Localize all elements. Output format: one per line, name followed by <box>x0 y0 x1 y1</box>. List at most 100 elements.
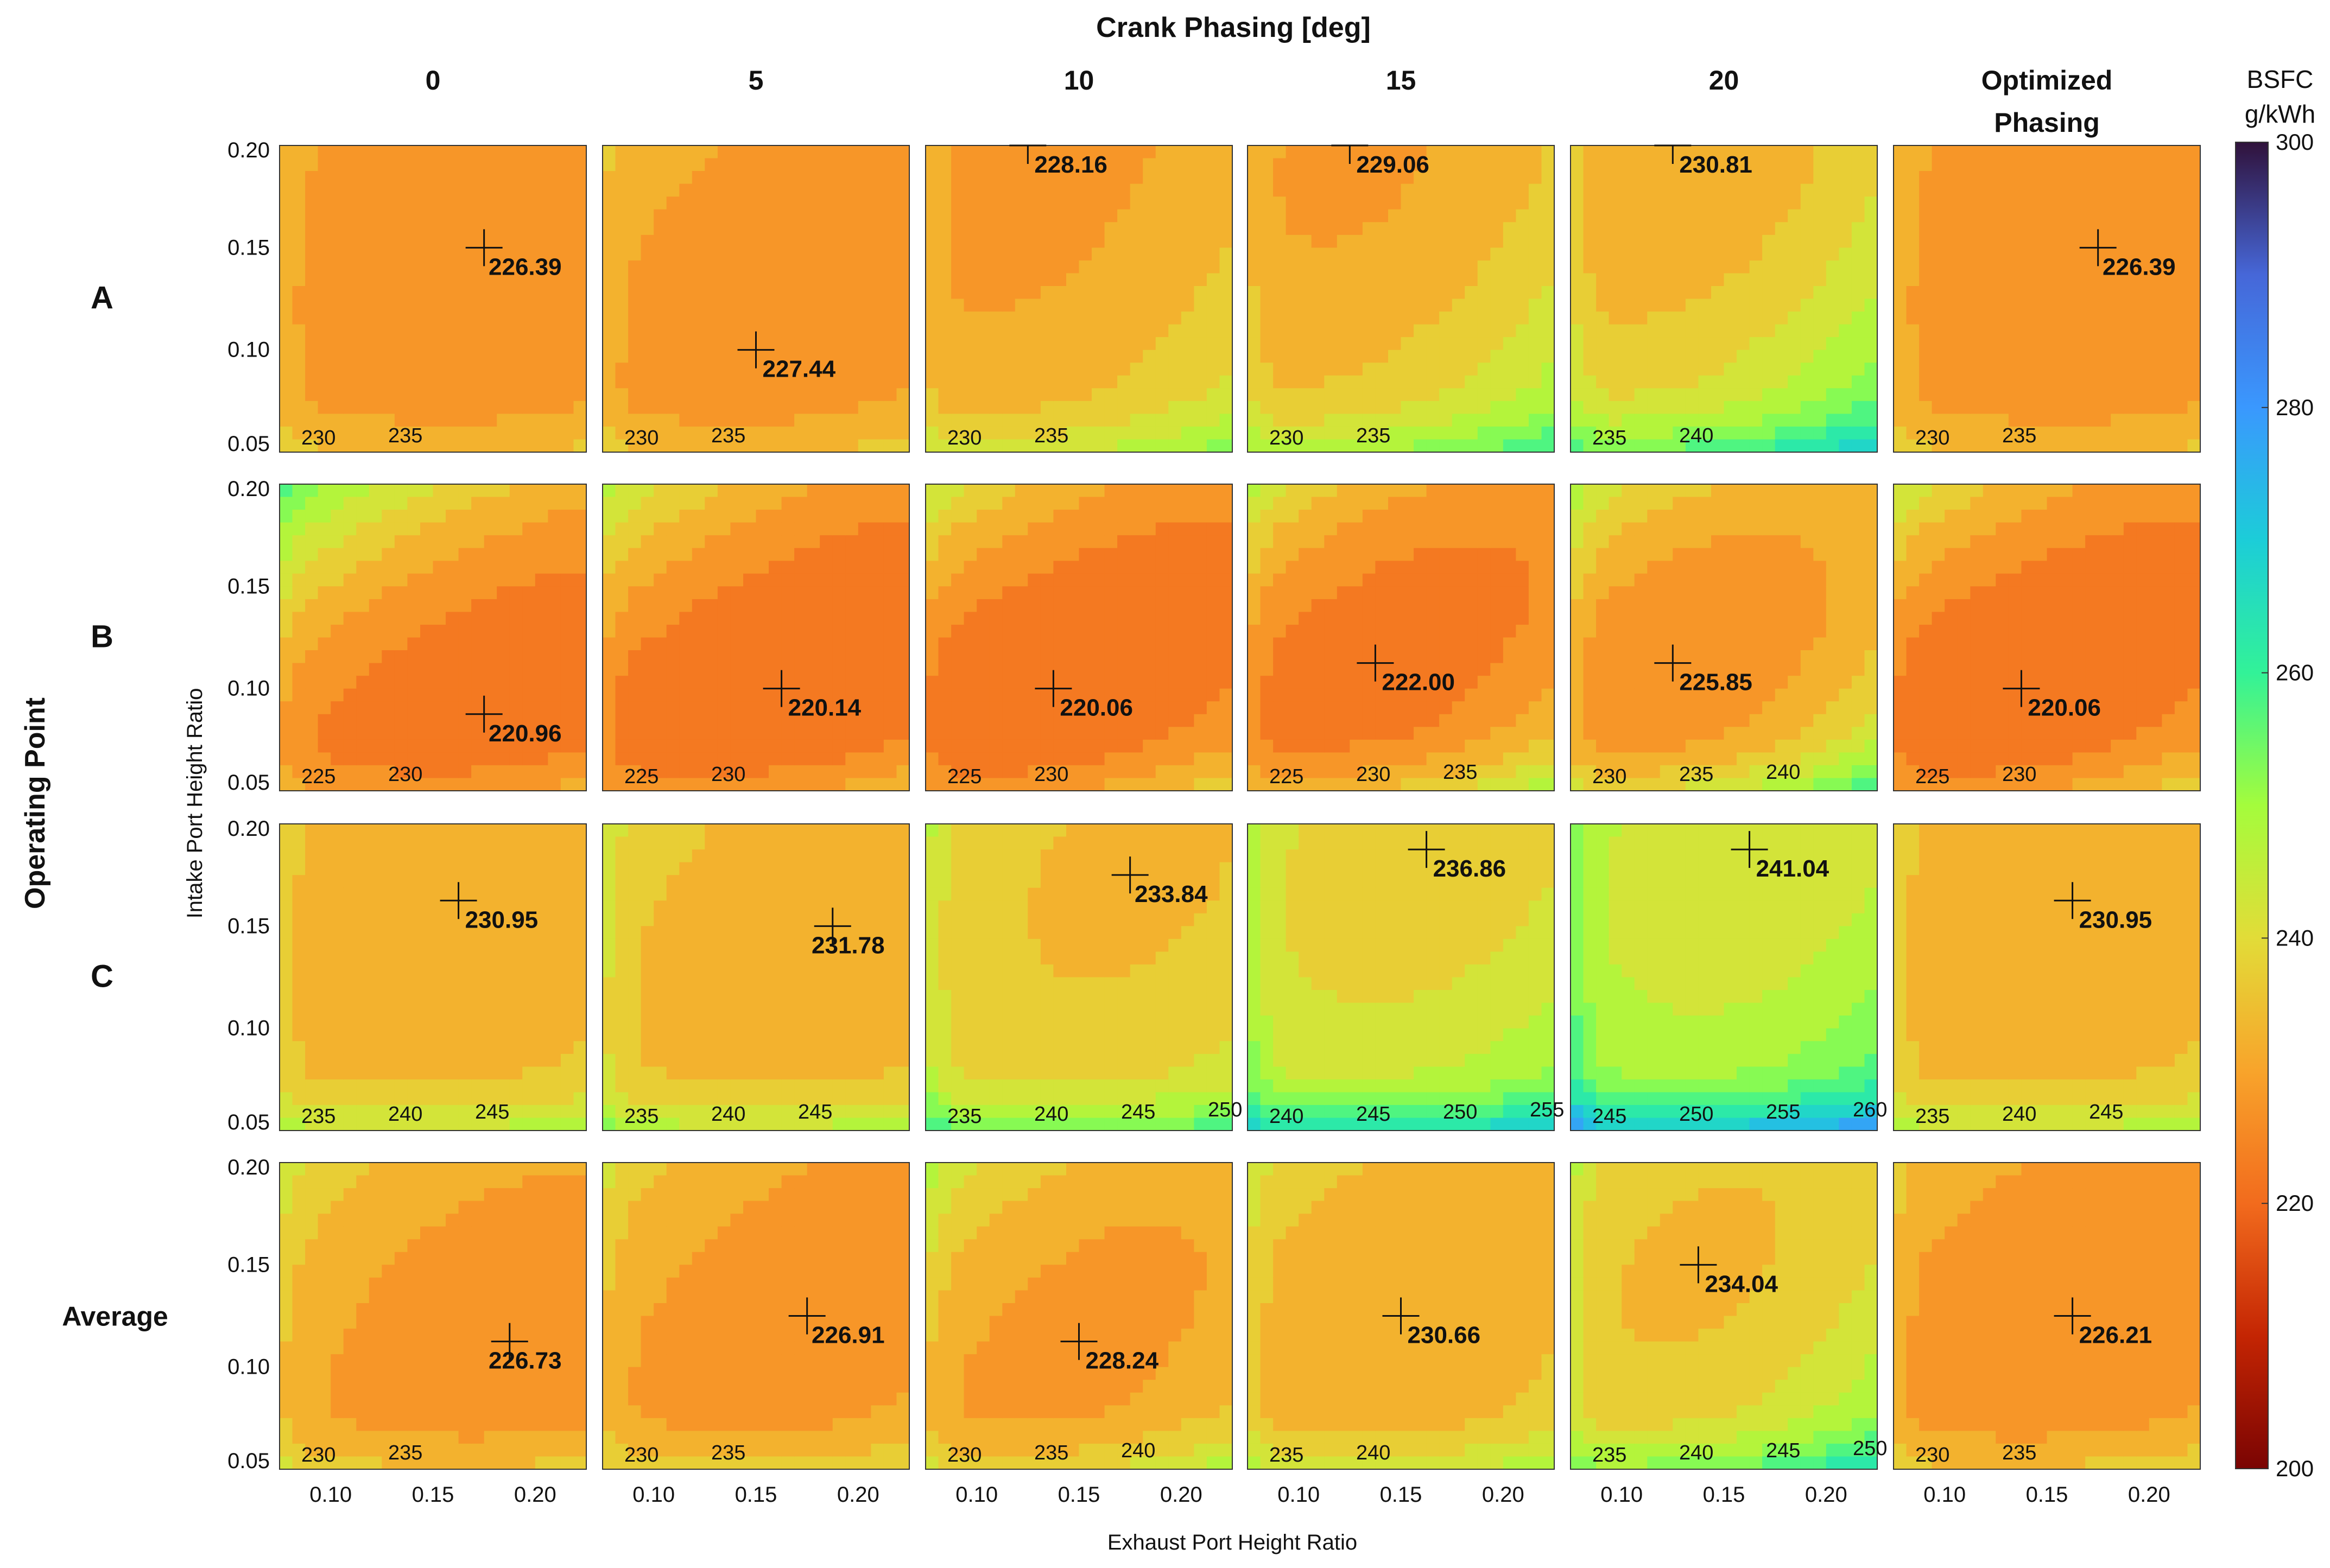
contour-cell <box>1609 363 1622 376</box>
contour-cell <box>1596 414 1610 427</box>
contour-cell <box>1273 286 1287 300</box>
contour-cell <box>1324 183 1338 197</box>
contour-cell <box>1053 426 1067 440</box>
contour-cell <box>2123 350 2137 363</box>
contour-cell <box>394 625 408 638</box>
contour-cell <box>603 145 616 159</box>
contour-cell <box>1414 247 1427 261</box>
contour-cell <box>407 145 421 159</box>
contour-cell <box>420 414 434 427</box>
contour-cell <box>1375 145 1389 159</box>
contour-cell <box>1762 286 1776 300</box>
contour-cell <box>560 739 574 753</box>
contour-cell <box>883 401 897 414</box>
contour-cell <box>641 522 654 536</box>
contour-cell <box>1414 158 1427 172</box>
contour-cell <box>654 260 667 274</box>
contour-cell <box>509 158 523 172</box>
contour-cell <box>666 324 680 338</box>
contour-cell <box>433 714 446 727</box>
contour-cell <box>1362 158 1376 172</box>
contour-cell <box>1155 260 1169 274</box>
contour-cell <box>446 586 459 600</box>
contour-cell <box>535 612 548 625</box>
contour-cell <box>1839 158 1852 172</box>
contour-cell <box>318 561 331 574</box>
contour-cell <box>717 286 731 300</box>
contour-cell <box>1362 426 1376 440</box>
contour-cell <box>1155 286 1169 300</box>
contour-cell <box>420 234 434 248</box>
contour-cell <box>717 497 731 510</box>
contour-cell <box>1311 209 1325 223</box>
contour-cell <box>1219 222 1233 236</box>
contour-label: 235 <box>388 424 422 447</box>
contour-cell <box>1571 196 1584 210</box>
contour-cell <box>305 260 319 274</box>
contour-cell <box>407 727 421 740</box>
contour-cell <box>743 548 757 561</box>
contour-cell <box>692 752 705 766</box>
contour-cell <box>807 439 820 453</box>
contour-cell <box>1906 222 1920 236</box>
contour-cell <box>573 324 587 338</box>
contour-cell <box>666 312 680 325</box>
contour-cell <box>1932 388 1945 402</box>
contour-cell <box>1864 171 1878 185</box>
contour-cell <box>820 573 833 587</box>
contour-cell <box>458 273 472 287</box>
contour-cell <box>369 701 382 715</box>
contour-cell <box>1311 299 1325 312</box>
contour-cell <box>756 171 769 185</box>
contour-cell <box>807 637 820 651</box>
contour-cell <box>1066 145 1080 159</box>
y-tick-label: 0.20 <box>227 477 270 501</box>
contour-cell <box>654 573 667 587</box>
contour-cell <box>1839 247 1852 261</box>
contour-cell <box>318 171 331 185</box>
contour-cell <box>938 522 952 536</box>
contour-cell <box>769 688 782 702</box>
contour-cell <box>484 497 497 510</box>
contour-cell <box>820 484 833 498</box>
contour-cell <box>1864 401 1878 414</box>
contour-cell <box>2136 414 2150 427</box>
contour-cell <box>1452 426 1465 440</box>
contour-cell <box>2021 388 2035 402</box>
contour-cell <box>1388 145 1402 159</box>
contour-cell <box>484 484 497 498</box>
contour-cell <box>2085 209 2099 223</box>
contour-cell <box>1066 484 1080 498</box>
contour-cell <box>1660 363 1673 376</box>
contour-cell <box>369 497 382 510</box>
contour-cell <box>446 701 459 715</box>
contour-cell <box>2008 337 2022 351</box>
contour-cell <box>420 739 434 753</box>
contour-cell <box>318 676 331 689</box>
contour-cell <box>845 158 859 172</box>
contour-cell <box>2174 375 2188 389</box>
contour-cell <box>743 247 757 261</box>
contour-cell <box>1028 650 1041 664</box>
contour-cell <box>2072 363 2086 376</box>
contour-cell <box>2149 439 2162 453</box>
contour-cell <box>1622 337 1635 351</box>
contour-cell <box>1206 171 1220 185</box>
contour-cell <box>318 612 331 625</box>
contour-cell <box>1002 439 1016 453</box>
contour-cell <box>896 375 910 389</box>
contour-cell <box>1583 260 1597 274</box>
contour-cell <box>1375 414 1389 427</box>
contour-cell <box>743 337 757 351</box>
contour-cell <box>628 510 642 523</box>
contour-cell <box>1737 158 1750 172</box>
contour-cell <box>1143 439 1156 453</box>
contour-cell <box>356 650 370 664</box>
contour-cell <box>1194 234 1207 248</box>
contour-cell <box>1919 375 1933 389</box>
contour-cell <box>1724 260 1737 274</box>
contour-cell <box>1362 273 1376 287</box>
contour-cell <box>522 312 536 325</box>
contour-cell <box>1002 739 1016 753</box>
contour-cell <box>471 765 485 778</box>
